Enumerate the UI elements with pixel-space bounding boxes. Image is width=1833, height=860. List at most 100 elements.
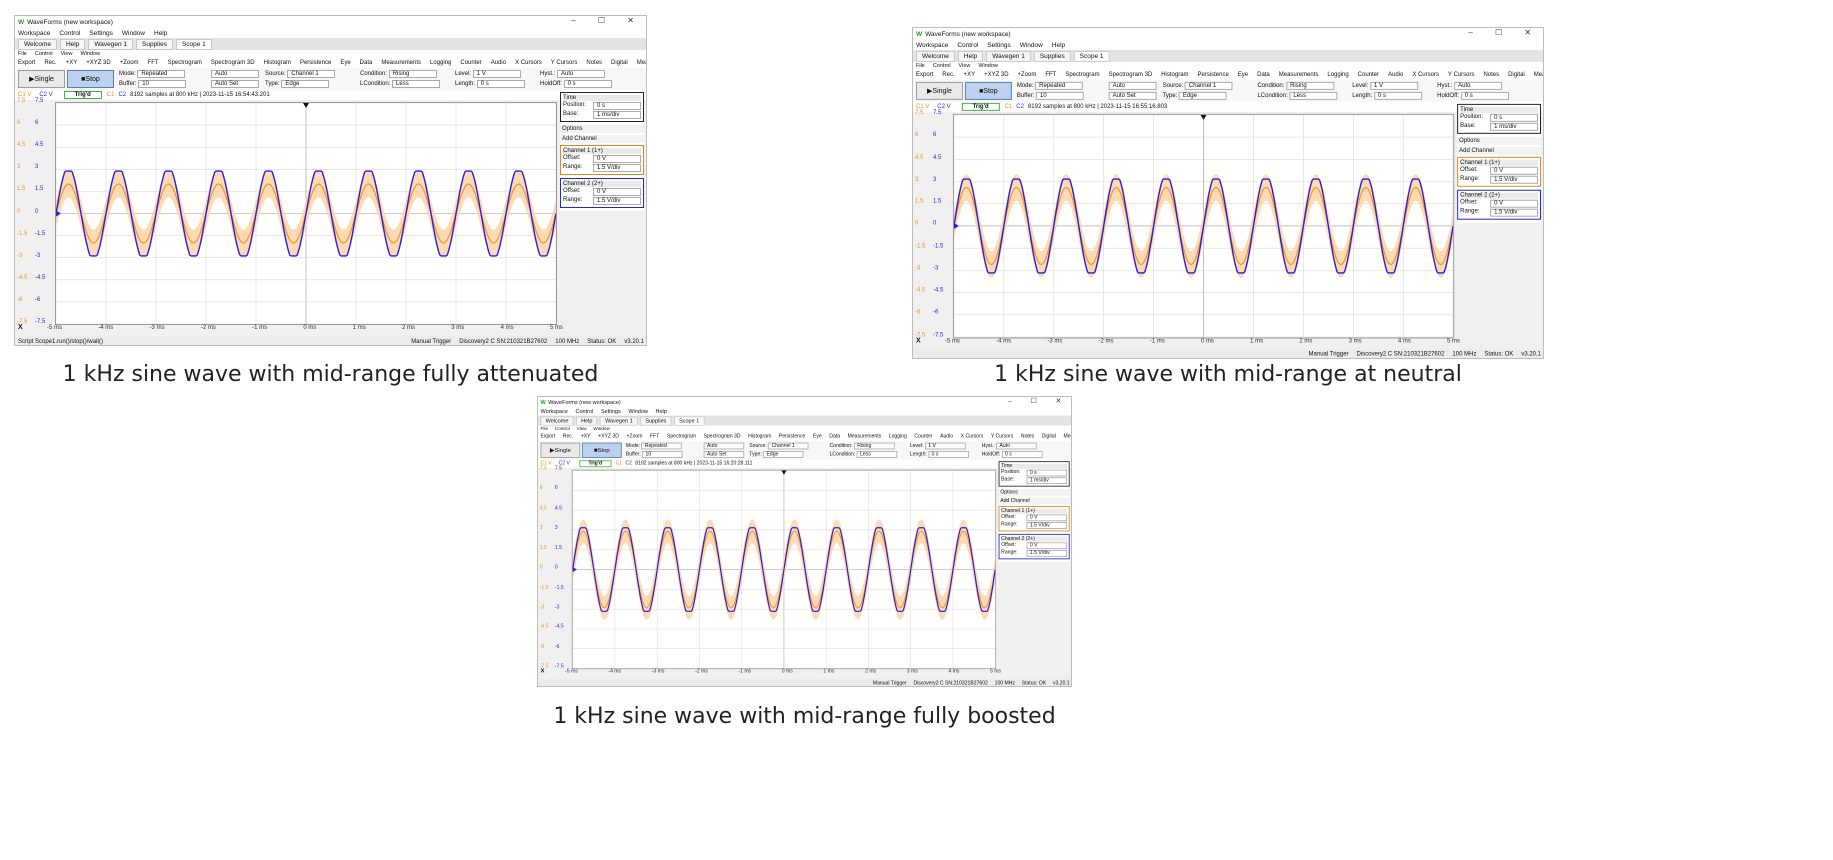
toolbar-item[interactable]: Rec.: [942, 71, 955, 78]
condition-select[interactable]: Rising: [853, 442, 895, 450]
scope-menu-item[interactable]: File: [540, 426, 549, 432]
toolbar-item[interactable]: Histogram: [263, 60, 291, 66]
mode-select[interactable]: Repeated: [137, 70, 186, 78]
device-info[interactable]: Discovery2 C SN:210321B27602: [1356, 351, 1445, 358]
menu-item[interactable]: Control: [957, 41, 979, 49]
channel1-range-input[interactable]: 1.5 V/div: [1026, 522, 1068, 529]
time-position-input[interactable]: 0 s: [593, 102, 641, 110]
toolbar-item[interactable]: Measurements: [1278, 71, 1319, 78]
menu-item[interactable]: Workspace: [18, 29, 51, 37]
channel1-offset-input[interactable]: 0 V: [1490, 166, 1539, 175]
toolbar-item[interactable]: Data: [1257, 71, 1270, 78]
channel1-range-input[interactable]: 1.5 V/div: [593, 164, 641, 172]
toolbar-item[interactable]: Spectrogram 3D: [703, 434, 741, 440]
toolbar-item[interactable]: Measurements: [1063, 434, 1071, 440]
source-select[interactable]: Channel 1: [1184, 81, 1233, 90]
scope-menu-item[interactable]: Control: [932, 62, 951, 69]
toolbar-item[interactable]: Persistence: [1197, 71, 1229, 78]
time-position-input[interactable]: 0 s: [1026, 469, 1068, 477]
toolbar-item[interactable]: +Zoom: [119, 60, 139, 66]
channel2-offset-input[interactable]: 0 V: [1490, 199, 1539, 208]
buffer-input[interactable]: 10: [642, 451, 683, 458]
toolbar-item[interactable]: Spectrogram 3D: [1108, 71, 1153, 78]
toolbar-item[interactable]: Digital: [611, 60, 628, 66]
channel1-range-input[interactable]: 1.5 V/div: [1490, 175, 1539, 184]
toolbar-item[interactable]: Rec.: [562, 434, 574, 440]
toolbar-item[interactable]: Measurements: [847, 434, 882, 440]
options-toggle[interactable]: Options: [1457, 136, 1542, 145]
toolbar-item[interactable]: Audio: [940, 434, 954, 440]
mode-select[interactable]: Repeated: [641, 442, 682, 450]
scope-menu-item[interactable]: Window: [978, 62, 998, 69]
time-base-input[interactable]: 1 ms/div: [593, 111, 641, 119]
toolbar-item[interactable]: Notes: [1020, 434, 1035, 440]
menu-item[interactable]: Settings: [600, 408, 621, 415]
auto-select[interactable]: Auto: [703, 442, 745, 450]
single-button[interactable]: ▶ Single: [540, 442, 581, 458]
toolbar-item[interactable]: +XYZ 3D: [86, 60, 111, 66]
source-select[interactable]: Channel 1: [287, 70, 336, 78]
level-input[interactable]: 1 V: [1369, 81, 1418, 90]
menu-item[interactable]: Window: [628, 408, 648, 415]
holdoff-input[interactable]: 0 s: [563, 80, 612, 88]
length-input[interactable]: 0 s: [476, 80, 525, 88]
frequency-info[interactable]: 100 MHz: [555, 338, 580, 345]
scope-menu-item[interactable]: Window: [80, 51, 100, 57]
manual-trigger-button[interactable]: Manual Trigger: [1308, 351, 1349, 358]
level-input[interactable]: 1 V: [472, 70, 521, 78]
scope-menu-item[interactable]: Control: [554, 426, 570, 432]
menu-item[interactable]: Settings: [987, 41, 1011, 49]
toolbar-item[interactable]: Eye: [340, 60, 351, 66]
toolbar-item[interactable]: +XY: [963, 71, 976, 78]
toolbar-item[interactable]: Notes: [1483, 71, 1500, 78]
toolbar-item[interactable]: Counter: [460, 60, 482, 66]
time-base-input[interactable]: 1 ms/div: [1026, 477, 1068, 485]
toolbar-item[interactable]: Rec.: [44, 60, 57, 66]
options-toggle[interactable]: Options: [560, 125, 644, 133]
tab-supplies[interactable]: Supplies: [1033, 50, 1071, 62]
channel2-range-input[interactable]: 1.5 V/div: [593, 197, 641, 205]
toolbar-item[interactable]: Eye: [812, 434, 822, 440]
menu-item[interactable]: Settings: [89, 29, 113, 37]
toolbar-item[interactable]: Export: [18, 60, 36, 66]
tab-wavegen-1[interactable]: Wavegen 1: [986, 50, 1031, 62]
toolbar-item[interactable]: Logging: [888, 434, 907, 440]
scope-menu-item[interactable]: File: [18, 51, 27, 57]
toolbar-item[interactable]: Persistence: [299, 60, 332, 66]
menu-item[interactable]: Control: [575, 408, 594, 415]
level-input[interactable]: 1 V: [924, 442, 966, 450]
tab-wavegen-1[interactable]: Wavegen 1: [600, 416, 638, 426]
toolbar-item[interactable]: Spectrogram: [1065, 71, 1100, 78]
toolbar-item[interactable]: +XY: [580, 434, 591, 440]
toolbar-item[interactable]: +XYZ 3D: [984, 71, 1009, 78]
toolbar-item[interactable]: Data: [359, 60, 373, 66]
tab-scope-1[interactable]: Scope 1: [1073, 50, 1110, 62]
condition-select[interactable]: Rising: [1286, 81, 1335, 90]
frequency-info[interactable]: 100 MHz: [994, 680, 1015, 686]
manual-trigger-button[interactable]: Manual Trigger: [872, 680, 907, 686]
toolbar-item[interactable]: Counter: [914, 434, 933, 440]
toolbar-item[interactable]: Measurements: [381, 60, 422, 66]
toolbar-item[interactable]: Persistence: [778, 434, 806, 440]
single-button[interactable]: ▶ Single: [18, 70, 65, 88]
scope-menu-item[interactable]: View: [576, 426, 587, 432]
toolbar-item[interactable]: +Zoom: [1017, 71, 1037, 78]
toolbar-item[interactable]: Notes: [586, 60, 603, 66]
toolbar-item[interactable]: Data: [829, 434, 841, 440]
window-controls[interactable]: – ☐ ✕: [1008, 397, 1070, 405]
condition-select[interactable]: Rising: [388, 70, 437, 78]
toolbar-item[interactable]: X Cursors: [515, 60, 542, 66]
toolbar-item[interactable]: Digital: [1041, 434, 1056, 440]
auto-select[interactable]: Auto: [211, 70, 259, 78]
menu-item[interactable]: Workspace: [915, 41, 949, 49]
time-position-input[interactable]: 0 s: [1490, 113, 1539, 122]
channel1-offset-input[interactable]: 0 V: [1026, 514, 1068, 522]
tab-supplies[interactable]: Supplies: [640, 416, 672, 426]
channel2-range-input[interactable]: 1.5 V/div: [1026, 549, 1068, 557]
time-base-input[interactable]: 1 ms/div: [1490, 122, 1539, 131]
toolbar-item[interactable]: Histogram: [1161, 71, 1189, 78]
type-select[interactable]: Edge: [763, 451, 804, 458]
stop-button[interactable]: ■ Stop: [67, 70, 114, 88]
mode-select[interactable]: Repeated: [1035, 81, 1084, 90]
window-controls[interactable]: – ☐ ✕: [1468, 28, 1542, 37]
